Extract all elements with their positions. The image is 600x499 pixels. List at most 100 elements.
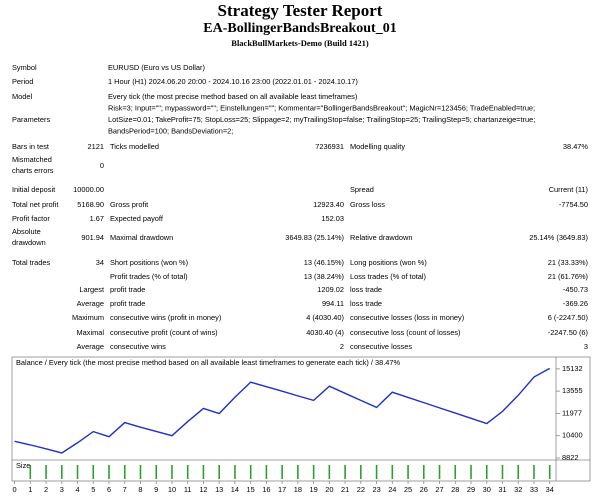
stat-label: Profit factor <box>12 214 50 223</box>
stat-value: Largest <box>79 285 104 294</box>
y-tick-label: 8822 <box>562 453 578 462</box>
stat-label: consecutive losses <box>350 342 412 351</box>
field-value: Every tick (the most precise method base… <box>108 92 357 101</box>
x-tick-label: 28 <box>451 485 459 494</box>
stat-label: Gross profit <box>110 200 148 209</box>
stat-value: 38.47% <box>563 142 588 151</box>
stat-value: 4030.40 (4) <box>306 328 344 337</box>
x-tick-label: 26 <box>420 485 428 494</box>
stat-label: Absolute <box>12 227 41 236</box>
stat-value: 1.67 <box>90 214 104 223</box>
size-bar <box>155 465 158 479</box>
x-tick-label: 8 <box>138 485 142 494</box>
stat-label: profit trade <box>110 285 145 294</box>
stat-label: Total net profit <box>12 200 58 209</box>
y-tick-label: 15132 <box>562 364 583 373</box>
stat-label: Ticks modelled <box>110 142 159 151</box>
stat-value: 2121 <box>88 142 104 151</box>
stat-value: 4 (4030.40) <box>306 313 344 322</box>
size-bar <box>234 465 236 479</box>
size-bar <box>470 465 472 479</box>
size-bar <box>171 465 173 479</box>
stat-value: 21 (61.76%) <box>548 272 588 281</box>
x-tick-label: 13 <box>215 485 223 494</box>
size-bar <box>29 465 32 479</box>
x-tick-label: 15 <box>247 485 255 494</box>
x-tick-label: 0 <box>13 485 17 494</box>
size-bar <box>391 465 394 479</box>
size-bar <box>375 465 378 479</box>
stat-value: 901.94 <box>81 233 104 242</box>
size-bar <box>76 465 79 479</box>
size-bar <box>485 465 488 479</box>
size-bar <box>501 465 504 479</box>
stat-value: 152.03 <box>321 214 344 223</box>
stat-value: Average <box>77 299 104 308</box>
stat-value: 2 <box>340 342 344 351</box>
stat-label: drawdown <box>12 238 46 247</box>
stat-label: consecutive losses (loss in money) <box>350 313 464 322</box>
stat-value: -2247.50 (6) <box>548 328 588 337</box>
x-tick-label: 19 <box>310 485 318 494</box>
size-label: Size <box>16 461 30 470</box>
size-bar <box>186 465 189 479</box>
x-tick-label: 33 <box>530 485 538 494</box>
broker: BlackBullMarkets-Demo (Build 1421) <box>231 38 369 48</box>
stat-label: Spread <box>350 185 374 194</box>
field-label: Symbol <box>12 63 37 72</box>
y-tick-label: 11977 <box>562 408 582 417</box>
x-tick-label: 11 <box>184 485 192 494</box>
size-bar <box>218 465 220 479</box>
field-label: Model <box>12 92 32 101</box>
field-value: Risk=3; Input=""; mypassword=""; Einstel… <box>108 103 535 112</box>
x-tick-label: 20 <box>325 485 333 494</box>
balance-line <box>14 367 551 454</box>
field-value: EURUSD (Euro vs US Dollar) <box>108 63 205 72</box>
x-tick-label: 31 <box>498 485 506 494</box>
x-tick-label: 5 <box>91 485 95 494</box>
stat-value: 3649.83 (25.14%) <box>285 233 344 242</box>
field-label: Parameters <box>12 115 51 124</box>
field-value: LotSize=0.01; TakeProfit=75; StopLoss=25… <box>108 115 535 124</box>
x-tick-label: 18 <box>294 485 302 494</box>
stat-value: Maximum <box>72 313 104 322</box>
size-bar <box>517 465 520 479</box>
x-tick-label: 12 <box>199 485 207 494</box>
stat-label: Expected payoff <box>110 214 164 223</box>
stat-value: 7236931 <box>315 142 344 151</box>
stat-value: -450.73 <box>563 285 588 294</box>
stat-value: Average <box>77 342 104 351</box>
x-tick-label: 6 <box>107 485 111 494</box>
size-bar <box>297 465 299 479</box>
stat-label: Mismatched <box>12 155 52 164</box>
size-bar <box>312 465 315 479</box>
stat-label: Total trades <box>12 258 51 267</box>
size-bar <box>139 465 142 479</box>
stat-label: Gross loss <box>350 200 385 209</box>
size-bar <box>45 465 47 479</box>
x-tick-label: 21 <box>341 485 349 494</box>
size-bar <box>60 465 63 479</box>
x-tick-label: 17 <box>278 485 286 494</box>
size-bar <box>265 465 268 479</box>
stat-label: consecutive wins <box>110 342 166 351</box>
size-bar <box>281 465 283 479</box>
chart-frame <box>11 356 591 482</box>
field-label: Period <box>12 77 33 86</box>
x-tick-label: 24 <box>388 485 396 494</box>
x-tick-label: 14 <box>231 485 239 494</box>
stat-label: Short positions (won %) <box>110 258 188 267</box>
stat-label: loss trade <box>350 285 382 294</box>
size-bar <box>328 465 331 479</box>
stat-value: 21 (33.33%) <box>548 258 588 267</box>
report-subtitle: EA-BollingerBandsBreakout_01 <box>203 21 396 36</box>
size-bar <box>548 465 551 479</box>
stat-value: 6 (-2247.50) <box>548 313 588 322</box>
x-tick-label: 27 <box>435 485 443 494</box>
x-tick-label: 30 <box>483 485 491 494</box>
report-title: Strategy Tester Report <box>218 1 383 20</box>
stat-value: Current (11) <box>549 185 588 194</box>
stat-value: -369.26 <box>563 299 588 308</box>
x-tick-label: 23 <box>372 485 380 494</box>
